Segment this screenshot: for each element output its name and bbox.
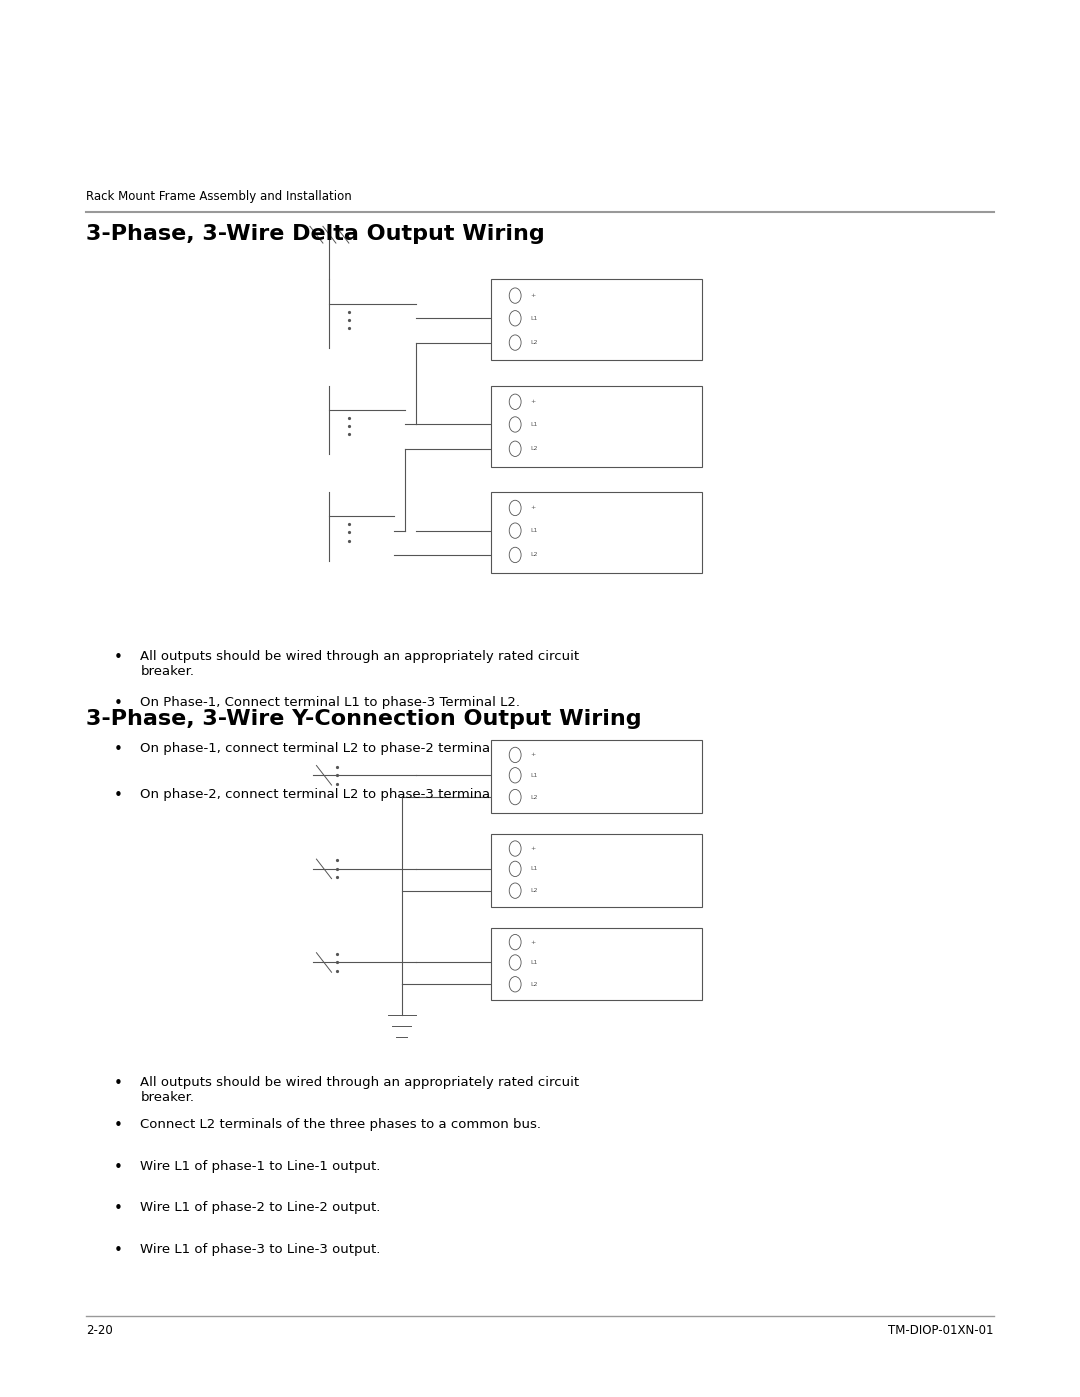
Text: +: + bbox=[530, 940, 536, 944]
Text: L1: L1 bbox=[530, 960, 538, 965]
Circle shape bbox=[510, 767, 522, 782]
Text: All outputs should be wired through an appropriately rated circuit
breaker.: All outputs should be wired through an a… bbox=[140, 650, 580, 678]
Circle shape bbox=[510, 747, 522, 763]
Circle shape bbox=[510, 522, 522, 538]
Circle shape bbox=[510, 288, 522, 303]
Bar bbox=[491, 492, 702, 573]
Text: •: • bbox=[113, 1243, 122, 1259]
Text: Connect L2 terminals of the three phases to a common bus.: Connect L2 terminals of the three phases… bbox=[140, 1118, 541, 1130]
Text: •: • bbox=[113, 1076, 122, 1091]
Text: All outputs should be wired through an appropriately rated circuit
breaker.: All outputs should be wired through an a… bbox=[140, 1076, 580, 1104]
Text: Wire L1 of phase-3 to Line-3 output.: Wire L1 of phase-3 to Line-3 output. bbox=[140, 1243, 381, 1256]
Circle shape bbox=[510, 310, 522, 326]
Text: L1: L1 bbox=[530, 866, 538, 872]
Circle shape bbox=[510, 841, 522, 856]
Circle shape bbox=[510, 548, 522, 563]
Text: •: • bbox=[113, 1201, 122, 1217]
Bar bbox=[491, 386, 702, 467]
Text: On phase-2, connect terminal L2 to phase-3 terminal L1.: On phase-2, connect terminal L2 to phase… bbox=[140, 788, 518, 800]
Text: +: + bbox=[530, 293, 536, 298]
Text: L1: L1 bbox=[530, 422, 538, 427]
Text: 3-Phase, 3-Wire Y-Connection Output Wiring: 3-Phase, 3-Wire Y-Connection Output Wiri… bbox=[86, 710, 642, 729]
Text: 3-Phase, 3-Wire Delta Output Wiring: 3-Phase, 3-Wire Delta Output Wiring bbox=[86, 225, 545, 244]
Circle shape bbox=[510, 335, 522, 351]
Circle shape bbox=[510, 500, 522, 515]
Text: L1: L1 bbox=[530, 316, 538, 321]
Bar bbox=[491, 834, 702, 907]
Text: On Phase-1, Connect terminal L1 to phase-3 Terminal L2.: On Phase-1, Connect terminal L1 to phase… bbox=[140, 696, 521, 708]
Text: 2-20: 2-20 bbox=[86, 1324, 113, 1337]
Text: •: • bbox=[113, 696, 122, 711]
Circle shape bbox=[510, 416, 522, 432]
Text: •: • bbox=[113, 1118, 122, 1133]
Circle shape bbox=[510, 977, 522, 992]
Text: •: • bbox=[113, 788, 122, 803]
Text: +: + bbox=[530, 506, 536, 510]
Text: L2: L2 bbox=[530, 982, 538, 986]
Text: L2: L2 bbox=[530, 552, 538, 557]
Text: L2: L2 bbox=[530, 339, 538, 345]
Text: L1: L1 bbox=[530, 528, 538, 534]
Bar bbox=[491, 740, 702, 813]
Text: +: + bbox=[530, 753, 536, 757]
Text: +: + bbox=[530, 400, 536, 404]
Text: •: • bbox=[113, 742, 122, 757]
Circle shape bbox=[510, 861, 522, 876]
Text: Rack Mount Frame Assembly and Installation: Rack Mount Frame Assembly and Installati… bbox=[86, 190, 352, 203]
Circle shape bbox=[510, 883, 522, 898]
Text: •: • bbox=[113, 650, 122, 665]
Circle shape bbox=[510, 954, 522, 970]
Text: On phase-1, connect terminal L2 to phase-2 terminal L1.: On phase-1, connect terminal L2 to phase… bbox=[140, 742, 518, 754]
Text: Wire L1 of phase-2 to Line-2 output.: Wire L1 of phase-2 to Line-2 output. bbox=[140, 1201, 381, 1214]
Bar bbox=[491, 928, 702, 1000]
Text: L2: L2 bbox=[530, 888, 538, 893]
Bar bbox=[491, 279, 702, 360]
Text: TM-DIOP-01XN-01: TM-DIOP-01XN-01 bbox=[888, 1324, 994, 1337]
Text: +: + bbox=[530, 847, 536, 851]
Circle shape bbox=[510, 935, 522, 950]
Text: Wire L1 of phase-1 to Line-1 output.: Wire L1 of phase-1 to Line-1 output. bbox=[140, 1160, 381, 1172]
Text: L1: L1 bbox=[530, 773, 538, 778]
Text: L2: L2 bbox=[530, 795, 538, 799]
Text: •: • bbox=[113, 1160, 122, 1175]
Circle shape bbox=[510, 394, 522, 409]
Circle shape bbox=[510, 441, 522, 457]
Circle shape bbox=[510, 789, 522, 805]
Text: L2: L2 bbox=[530, 446, 538, 451]
